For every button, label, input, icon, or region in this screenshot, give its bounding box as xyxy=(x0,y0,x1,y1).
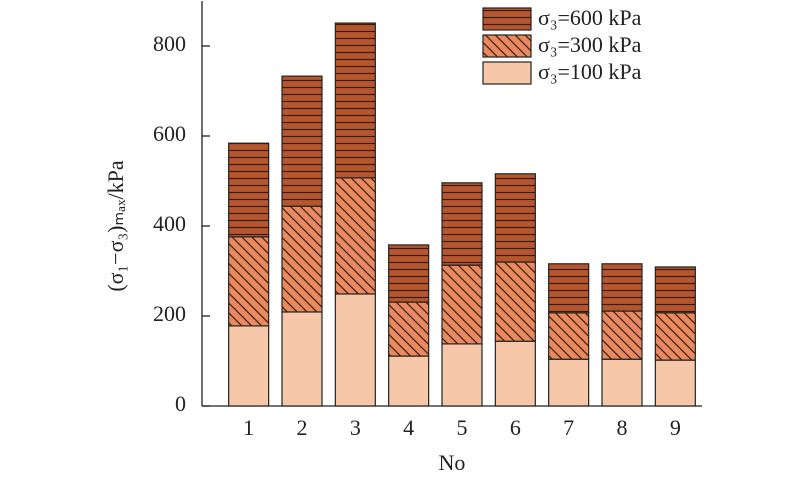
y-axis-label: (σ₁−σ₃)ₘₐₓ/kPa xyxy=(103,160,128,292)
bar-segment xyxy=(334,22,376,179)
bar-segment xyxy=(548,358,590,407)
bar-segment xyxy=(494,173,536,263)
bar-segment xyxy=(388,301,430,357)
y-tick-label: 800 xyxy=(153,31,186,56)
bar-segment xyxy=(281,205,323,313)
bar-segment xyxy=(601,310,643,360)
legend-label: σ₃=100 kPa xyxy=(538,59,642,84)
bar-segment xyxy=(228,325,270,407)
bar-segment xyxy=(441,264,483,345)
bar-segment xyxy=(548,312,590,360)
bar-segment xyxy=(334,177,376,295)
bar-segment xyxy=(441,182,483,266)
bar-segment xyxy=(441,343,483,407)
bar-segment xyxy=(494,340,536,407)
legend-swatch xyxy=(482,7,532,31)
x-tick-label: 4 xyxy=(403,415,414,440)
legend-label: σ₃=300 kPa xyxy=(538,32,642,57)
legend-swatch xyxy=(482,61,532,85)
bar-segment xyxy=(601,263,643,312)
x-tick-label: 7 xyxy=(563,415,574,440)
bar-segment xyxy=(654,312,696,361)
x-tick-label: 5 xyxy=(457,415,468,440)
x-tick-label: 3 xyxy=(350,415,361,440)
bar-segment xyxy=(601,358,643,407)
legend-label: σ₃=600 kPa xyxy=(538,5,642,30)
bar-segment xyxy=(228,142,270,238)
bar-segment xyxy=(494,261,536,342)
bar-segment xyxy=(228,236,270,327)
y-tick-label: 400 xyxy=(153,211,186,236)
x-tick-label: 2 xyxy=(297,415,308,440)
y-tick-label: 600 xyxy=(153,121,186,146)
x-axis-label: No xyxy=(439,450,466,475)
bar-segment xyxy=(388,244,430,303)
x-tick-label: 1 xyxy=(243,415,254,440)
x-tick-label: 9 xyxy=(670,415,681,440)
bar-segment xyxy=(281,75,323,207)
bar-segment xyxy=(334,293,376,407)
legend-swatch xyxy=(482,34,532,58)
x-tick-label: 6 xyxy=(510,415,521,440)
bar-segment xyxy=(388,355,430,407)
bar-segment xyxy=(548,263,590,314)
x-tick-label: 8 xyxy=(617,415,628,440)
bar-segment xyxy=(654,266,696,314)
bar-segment xyxy=(281,311,323,407)
bar-segment xyxy=(654,359,696,407)
y-tick-label: 200 xyxy=(153,301,186,326)
y-tick-label: 0 xyxy=(175,391,186,416)
